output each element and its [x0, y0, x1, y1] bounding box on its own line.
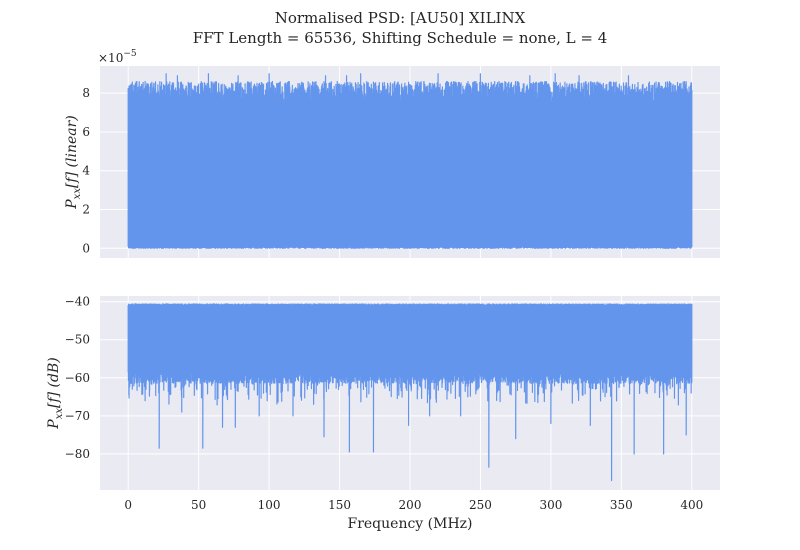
y-tick-label: −60: [65, 371, 90, 385]
y-tick-label: −40: [65, 295, 90, 309]
y-tick-label: 8: [82, 86, 90, 100]
top-series-line: [127, 73, 693, 249]
x-tick-label: 150: [328, 498, 351, 512]
x-tick-label: 100: [258, 498, 281, 512]
top-panel-linear: 0 2 4 6 8 ×10−5 Pxx[f] (linear): [64, 49, 720, 258]
top-y-offset-label: ×10−5: [98, 49, 137, 65]
y-tick-label: 6: [82, 125, 90, 139]
x-axis-label: Frequency (MHz): [347, 516, 472, 532]
x-tick-label: 50: [191, 498, 206, 512]
top-y-ticks: 0 2 4 6 8: [82, 86, 90, 255]
psd-dense-core: [128, 100, 692, 247]
y-tick-label: −70: [65, 409, 90, 423]
bottom-panel-db: −80 −70 −60 −50 −40 0 50 100 150 200 250 300 350 400…: [46, 295, 720, 532]
y-tick-label: −80: [65, 447, 90, 461]
bottom-series-line: [127, 303, 693, 482]
top-y-axis-label: Pxx[f] (linear): [64, 115, 83, 209]
bottom-x-ticks: 0 50 100 150 200 250 300 350 400: [124, 498, 703, 512]
x-tick-label: 250: [469, 498, 492, 512]
bottom-y-ticks: −80 −70 −60 −50 −40: [65, 295, 90, 461]
x-tick-label: 400: [680, 498, 703, 512]
x-tick-label: 0: [124, 498, 132, 512]
y-tick-label: 4: [82, 164, 90, 178]
x-tick-label: 350: [610, 498, 633, 512]
psd-dense-core: [128, 306, 692, 363]
chart-title-line-1: Normalised PSD: [AU50] XILINX: [275, 9, 526, 27]
x-tick-label: 300: [539, 498, 562, 512]
y-tick-label: 0: [82, 241, 90, 255]
x-tick-label: 200: [399, 498, 422, 512]
chart-title-line-2: FFT Length = 65536, Shifting Schedule = …: [193, 29, 608, 47]
y-tick-label: 2: [82, 203, 90, 217]
y-tick-label: −50: [65, 333, 90, 347]
bottom-y-axis-label: Pxx[f] (dB): [46, 357, 65, 429]
